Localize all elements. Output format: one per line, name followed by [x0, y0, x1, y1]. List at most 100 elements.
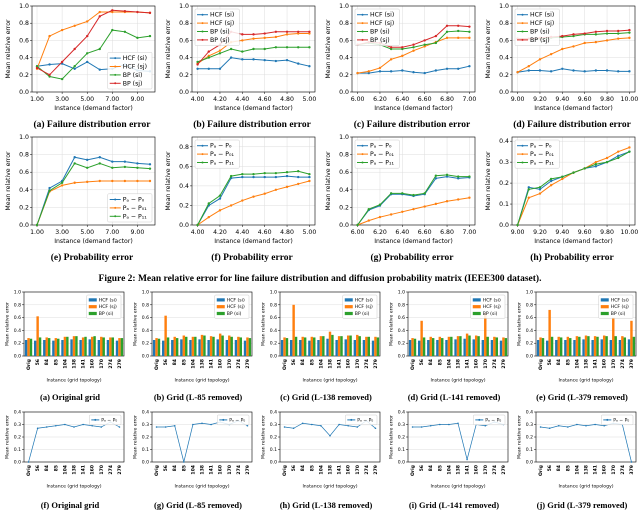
x-tick-label: 6.80 [440, 96, 454, 103]
y-tick-label: 0.2 [339, 204, 349, 211]
bar [200, 334, 204, 356]
bar [171, 340, 174, 356]
legend-label: BP (si) [227, 311, 242, 317]
marker [347, 424, 349, 427]
marker [539, 426, 542, 428]
marker [60, 77, 64, 81]
legend-label: Pₐ − P₁₁ [370, 160, 394, 167]
marker [401, 54, 404, 58]
bar [557, 336, 560, 356]
marker [196, 223, 199, 227]
bar [283, 337, 286, 356]
x-axis-label: Instance (grid topology) [174, 484, 229, 490]
marker [123, 179, 127, 183]
marker [48, 34, 51, 38]
marker [434, 174, 438, 177]
marker [594, 40, 598, 44]
marker [48, 186, 51, 190]
marker [389, 46, 393, 49]
marker [98, 15, 101, 18]
bar [450, 336, 453, 356]
legend-swatch [472, 298, 481, 302]
marker [389, 58, 393, 61]
subfigure-caption: (j) Grid (L-379 removed) [537, 500, 628, 510]
legend-label: Pₐ − P₀₁ [210, 151, 234, 158]
marker [201, 422, 203, 425]
y-tick-label: 1.0 [19, 3, 29, 10]
y-tick-label: 1.0 [526, 290, 533, 296]
y-tick-label: 0.4 [19, 187, 29, 194]
marker [583, 32, 586, 35]
x-tick-label: 274 [108, 465, 114, 475]
legend-label: HCF (si) [210, 12, 234, 19]
y-tick-label: 0.8 [270, 302, 277, 308]
legend-label: HCF (sj) [483, 304, 501, 310]
marker [389, 70, 393, 73]
bar [566, 336, 570, 356]
marker [516, 71, 519, 74]
x-tick-label: 160 [218, 359, 224, 369]
plot-frame [535, 411, 637, 463]
legend-swatch-marker [114, 198, 117, 201]
marker [617, 156, 620, 160]
x-tick-label: 4.40 [235, 229, 249, 236]
y-tick-label: 0.8 [179, 20, 189, 27]
bar [88, 339, 91, 356]
marker [356, 426, 359, 428]
subfigure-caption: (c) Failure distribution error [354, 119, 471, 130]
subfigure-caption: (f) Original grid [41, 500, 100, 510]
legend-label: HCF (sj) [530, 20, 554, 27]
marker [35, 65, 39, 68]
marker [285, 30, 289, 33]
y-tick-label: 0.4 [339, 187, 349, 194]
marker [274, 46, 278, 49]
marker [308, 175, 311, 179]
y-tick-label: 0.4 [179, 183, 189, 190]
bar [490, 340, 494, 356]
x-tick-label: 7.00 [105, 96, 119, 103]
x-tick-label: 170 [99, 359, 105, 369]
bar [313, 337, 316, 356]
x-tick-label: 7.00 [463, 229, 477, 236]
legend-label: Pₐ − P₀₁ [123, 205, 147, 212]
y-tick-label: 0.0 [398, 460, 405, 466]
x-tick-label: 56 [547, 465, 553, 471]
marker [252, 47, 255, 51]
legend-box [473, 414, 506, 426]
y-tick-label: 1.0 [270, 290, 277, 296]
legend-box [89, 414, 122, 426]
bar [157, 338, 161, 356]
bar [66, 336, 69, 356]
marker [111, 160, 114, 163]
bar [198, 339, 201, 356]
x-tick-label: 138 [72, 359, 78, 369]
x-tick-label: Orig [282, 465, 288, 476]
bar [182, 335, 186, 356]
y-tick-label: 0.2 [398, 341, 405, 347]
y-tick-label: 1.0 [179, 3, 189, 10]
x-tick-label: 279 [245, 465, 251, 475]
x-tick-label: 6.60 [418, 96, 432, 103]
marker [572, 171, 575, 174]
marker [429, 424, 432, 427]
bar [427, 340, 430, 356]
legend-label: HCF (si) [483, 297, 501, 303]
x-tick-label: 138 [584, 465, 590, 475]
x-tick-label: 141 [337, 359, 343, 369]
marker [423, 43, 426, 46]
marker [285, 174, 289, 178]
marker [123, 30, 127, 33]
marker [308, 179, 311, 183]
legend-label: HCF (sj) [370, 20, 394, 27]
marker [91, 424, 93, 427]
marker [628, 150, 631, 153]
bar [546, 340, 549, 356]
marker [73, 181, 76, 184]
bar [573, 340, 576, 356]
bar [463, 338, 466, 356]
bar [180, 339, 183, 356]
marker [196, 63, 199, 66]
bar [155, 338, 158, 356]
marker [308, 30, 311, 33]
x-tick-label: 85 [53, 465, 59, 471]
